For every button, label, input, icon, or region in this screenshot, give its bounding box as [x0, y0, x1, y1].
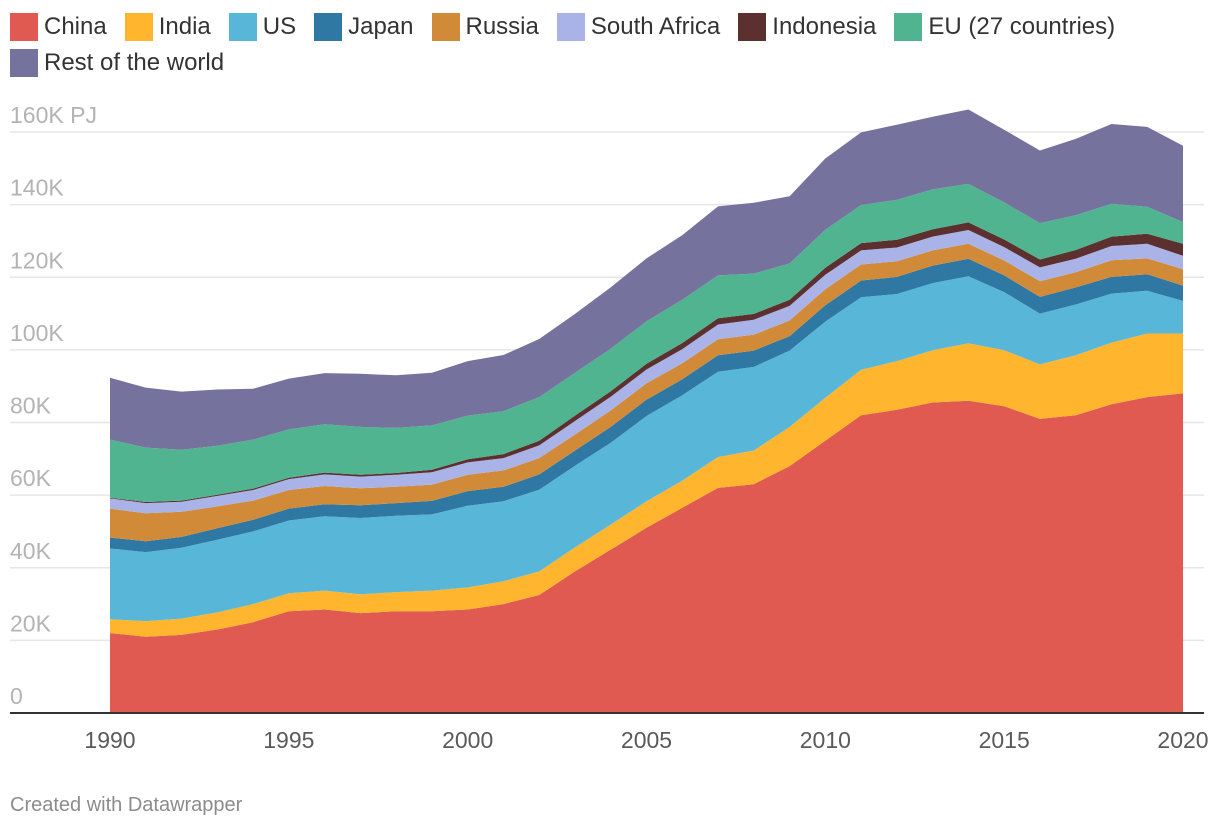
legend: China India US Japan Russia South Africa Indon… — [10, 10, 1200, 82]
x-tick-label: 2005 — [621, 727, 672, 753]
legend-swatch — [314, 13, 343, 41]
legend-swatch — [228, 13, 257, 41]
y-tick-label: 100K — [10, 320, 64, 346]
legend-item-eu-27-countries: EU (27 countries) — [894, 10, 1115, 44]
x-tick-label: 1995 — [263, 727, 314, 753]
y-tick-label: 40K — [10, 538, 52, 564]
legend-label: Rest of the world — [44, 49, 225, 76]
legend-swatch — [431, 13, 460, 41]
legend-item-us: US — [228, 10, 297, 44]
legend-label: EU (27 countries) — [928, 13, 1116, 40]
credit-text: Created with Datawrapper — [10, 794, 243, 816]
legend-label: China — [44, 13, 107, 40]
legend-swatch — [124, 13, 153, 41]
legend-swatch — [556, 13, 585, 41]
area-china — [110, 393, 1183, 713]
legend-label: Indonesia — [772, 13, 877, 40]
tick-labels: 0 20K 40K 60K 80K 100K 120K 140K 160K PJ 1990 1995… — [10, 102, 1209, 753]
y-tick-label: 120K — [10, 247, 64, 273]
x-tick-label: 1990 — [84, 727, 135, 753]
legend-label: Russia — [465, 13, 539, 40]
legend-swatch — [738, 13, 767, 41]
x-tick-label: 2000 — [442, 727, 493, 753]
legend-item-china: China — [10, 10, 107, 44]
y-tick-label: 0 — [10, 683, 23, 709]
legend-swatch — [894, 13, 923, 41]
legend-item-india: India — [124, 10, 211, 44]
y-tick-label: 80K — [10, 393, 52, 419]
legend-swatch — [10, 13, 38, 41]
x-tick-label: 2010 — [800, 727, 851, 753]
legend-swatch — [10, 49, 38, 77]
legend-label: Japan — [348, 13, 414, 40]
area-rest-of-the-world — [110, 109, 1183, 450]
area-eu-27-countries — [110, 183, 1183, 502]
x-tick-label: 2020 — [1157, 727, 1208, 753]
y-tick-label: 60K — [10, 465, 52, 491]
area-us — [110, 276, 1183, 622]
area-layer — [110, 109, 1183, 713]
area-south-africa — [110, 230, 1183, 514]
x-tick-label: 2015 — [979, 727, 1030, 753]
legend-label: India — [158, 13, 211, 40]
area-russia — [110, 243, 1183, 542]
area-japan — [110, 258, 1183, 553]
area-india — [110, 333, 1183, 637]
legend-item-rest-of-the-world: Rest of the world — [10, 46, 224, 80]
legend-item-japan: Japan — [314, 10, 414, 44]
legend-label: South Africa — [590, 13, 721, 40]
y-tick-label: 140K — [10, 175, 64, 201]
y-tick-label: 20K — [10, 610, 52, 636]
y-tick-label: 160K PJ — [10, 102, 97, 128]
legend-label: US — [262, 13, 297, 40]
legend-item-south-africa: South Africa — [556, 10, 721, 44]
legend-item-russia: Russia — [431, 10, 539, 44]
area-indonesia — [110, 222, 1183, 504]
legend-item-indonesia: Indonesia — [738, 10, 876, 44]
